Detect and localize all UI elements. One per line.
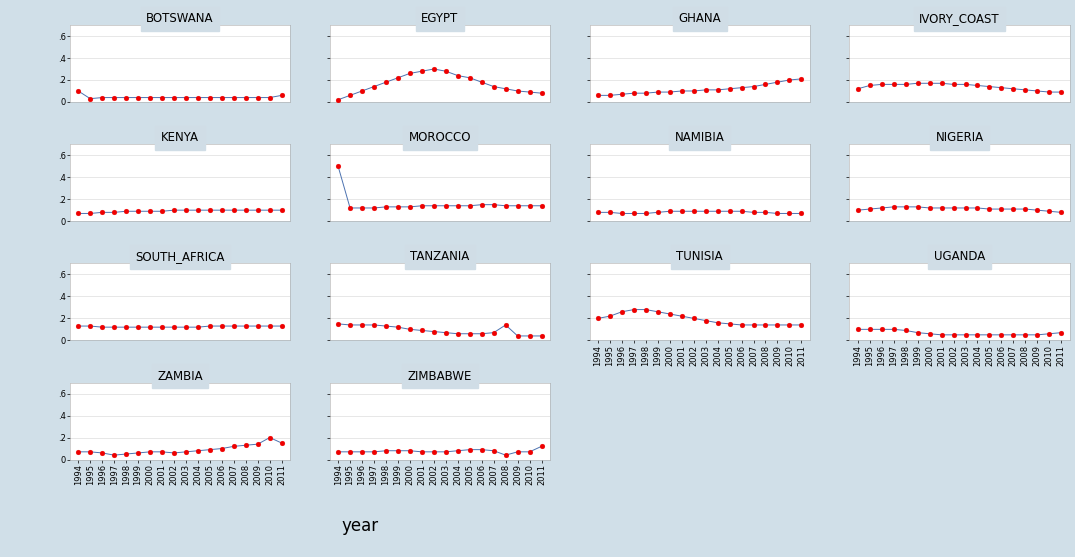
Title: NAMIBIA: NAMIBIA (675, 131, 725, 144)
Title: NIGERIA: NIGERIA (935, 131, 984, 144)
Title: SOUTH_AFRICA: SOUTH_AFRICA (135, 251, 225, 263)
Title: IVORY_COAST: IVORY_COAST (919, 12, 1000, 25)
Title: ZIMBABWE: ZIMBABWE (407, 370, 472, 383)
Title: KENYA: KENYA (161, 131, 199, 144)
Title: ZAMBIA: ZAMBIA (157, 370, 203, 383)
Title: UGANDA: UGANDA (934, 251, 985, 263)
Title: TANZANIA: TANZANIA (411, 251, 470, 263)
Title: MOROCCO: MOROCCO (408, 131, 471, 144)
Title: EGYPT: EGYPT (421, 12, 458, 25)
Title: BOTSWANA: BOTSWANA (146, 12, 214, 25)
Title: GHANA: GHANA (678, 12, 721, 25)
Text: year: year (342, 517, 378, 535)
Title: TUNISIA: TUNISIA (676, 251, 723, 263)
